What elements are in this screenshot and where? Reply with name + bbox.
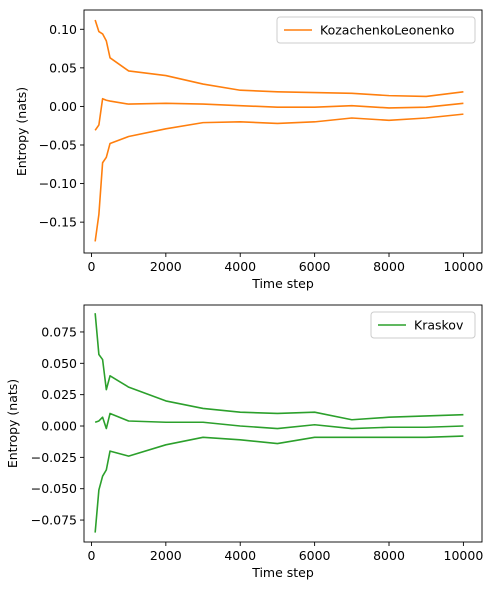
x-tick-label: 4000 [224, 259, 256, 274]
x-tick-label: 10000 [444, 548, 484, 563]
series-line-mean [94, 97, 464, 131]
chart-kraskov: 0 2000 4000 6000 8000 10000 −0.075 −0.050 −0.025… [5, 304, 484, 580]
x-tick-label: 2000 [150, 548, 182, 563]
y-axis-label: Entropy (nats) [14, 87, 29, 176]
x-tick-label: 2000 [150, 259, 182, 274]
y-tick-label: −0.15 [39, 215, 77, 230]
x-tick-label: 8000 [373, 548, 405, 563]
series-lines [94, 313, 464, 533]
series-line-lower [94, 113, 464, 242]
y-tick-label: −0.075 [31, 513, 77, 528]
x-tick-label: 6000 [299, 548, 331, 563]
chart-kozachenko-leonenko: 0 2000 4000 6000 8000 10000 −0.15 −0.10 −0.05 0.0… [14, 9, 484, 291]
y-tick-label: 0.075 [41, 324, 77, 339]
series-lines [94, 19, 464, 242]
x-tick-label: 0 [87, 259, 95, 274]
x-axis-label: Time step [251, 276, 314, 291]
y-tick-label: 0.05 [49, 60, 77, 75]
legend-box [370, 311, 476, 339]
x-tick-label: 4000 [224, 548, 256, 563]
series-line-upper [94, 19, 464, 98]
y-tick-label: 0.10 [49, 22, 77, 37]
x-tick-label: 6000 [299, 259, 331, 274]
axes-frame [83, 304, 483, 543]
series-line-mean [94, 412, 464, 430]
x-tick-label: 8000 [373, 259, 405, 274]
y-tick-label: 0.00 [49, 99, 77, 114]
y-tick-label: −0.025 [31, 450, 77, 465]
y-tick-label: 0.025 [41, 387, 77, 402]
x-axis-label: Time step [251, 565, 314, 580]
legend-label: KozachenkoLeonenko [320, 23, 454, 38]
y-tick-label: 0.050 [41, 356, 77, 371]
series-line-lower [94, 435, 464, 533]
legend: Kraskov [370, 311, 476, 339]
x-tick-label: 0 [87, 548, 95, 563]
legend-label: Kraskov [414, 318, 464, 333]
y-tick-label: 0.000 [41, 419, 77, 434]
legend: KozachenkoLeonenko [276, 16, 476, 44]
y-tick-label: −0.050 [31, 481, 77, 496]
x-tick-label: 10000 [444, 259, 484, 274]
legend-box [276, 16, 476, 44]
axes-frame [83, 9, 483, 254]
y-tick-label: −0.05 [39, 138, 77, 153]
y-tick-label: −0.10 [39, 176, 77, 191]
series-line-upper [94, 313, 464, 421]
y-axis-label: Entropy (nats) [5, 379, 20, 468]
